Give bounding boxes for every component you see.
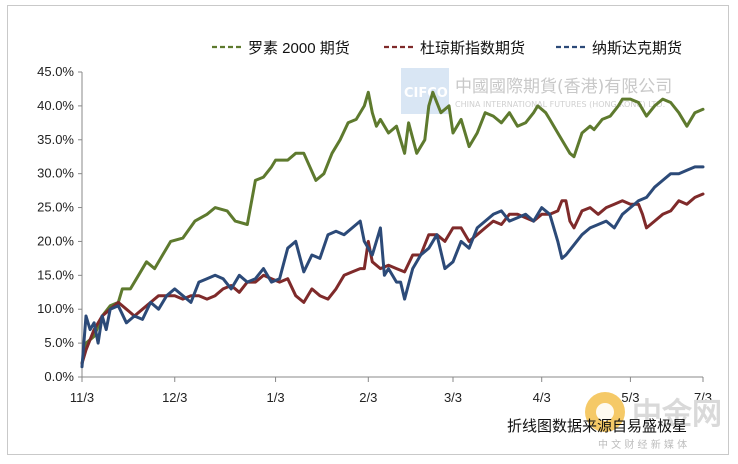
jrw-logo-inner bbox=[596, 403, 614, 421]
cifco-cn-watermark: 中國國際期貨(香港)有限公司 bbox=[455, 77, 672, 97]
x-tick-label: 5/3 bbox=[621, 390, 639, 405]
y-tick-label: 0.0% bbox=[44, 369, 74, 384]
x-tick-label: 1/3 bbox=[267, 390, 285, 405]
bottom-watermark: 中金网 中 文 财 经 新 媒 体 折线图数据来源自易盛极星 bbox=[507, 392, 722, 451]
y-tick-label: 20.0% bbox=[37, 233, 74, 248]
chart-frame bbox=[7, 5, 729, 455]
legend: 罗素 2000 期货 杜琼斯指数期货 纳斯达克期货 bbox=[212, 40, 682, 57]
series-line-2 bbox=[80, 165, 705, 369]
legend-label-0: 罗素 2000 期货 bbox=[248, 40, 350, 57]
axes: 0.0% 5.0% 10.0% 15.0% 20.0% 25.0% 30.0% 35.0% 40… bbox=[37, 64, 712, 405]
jrw-logo-text: 中金网 bbox=[632, 397, 722, 432]
series-line-1 bbox=[80, 192, 705, 365]
y-tick-label: 25.0% bbox=[37, 200, 74, 215]
x-tick-label: 4/3 bbox=[533, 390, 551, 405]
legend-label-2: 纳斯达克期货 bbox=[592, 40, 682, 57]
cifco-en-watermark: CHINA INTERNATIONAL FUTURES (HONG KONG) … bbox=[455, 100, 665, 109]
y-tick-label: 30.0% bbox=[37, 166, 74, 181]
y-tick-label: 40.0% bbox=[37, 98, 74, 113]
watermark-layer: CIFCO 中國國際期貨(香港)有限公司 CHINA INTERNATIONAL… bbox=[401, 68, 672, 114]
data-source-caption: 折线图数据来源自易盛极星 bbox=[507, 417, 687, 435]
series-line-0 bbox=[80, 90, 705, 365]
y-tick-label: 15.0% bbox=[37, 267, 74, 282]
jrw-sub-text: 中 文 财 经 新 媒 体 bbox=[598, 438, 687, 451]
cifco-logo-box bbox=[401, 68, 449, 114]
legend-label-1: 杜琼斯指数期货 bbox=[420, 40, 525, 57]
x-tick-label: 7/3 bbox=[694, 390, 712, 405]
y-tick-label: 10.0% bbox=[37, 301, 74, 316]
x-tick-label: 3/3 bbox=[444, 390, 462, 405]
series-layer bbox=[80, 90, 705, 369]
y-tick-label: 35.0% bbox=[37, 132, 74, 147]
x-tick-label: 11/3 bbox=[70, 390, 94, 405]
y-tick-label: 45.0% bbox=[37, 64, 74, 79]
x-tick-label: 12/3 bbox=[162, 390, 187, 405]
x-tick-label: 2/3 bbox=[359, 390, 377, 405]
y-tick-label: 5.0% bbox=[44, 335, 74, 350]
cifco-logo-text: CIFCO bbox=[404, 86, 448, 101]
